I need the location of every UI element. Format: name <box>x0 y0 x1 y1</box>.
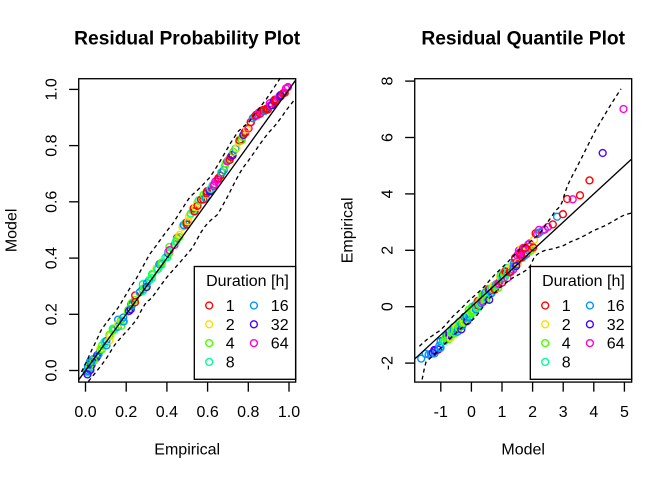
svg-text:Duration [h]: Duration [h] <box>206 273 289 290</box>
svg-text:1: 1 <box>562 298 571 315</box>
svg-text:-2: -2 <box>380 356 397 370</box>
svg-text:0.2: 0.2 <box>44 303 61 325</box>
svg-text:5: 5 <box>620 404 629 421</box>
svg-text:Duration [h]: Duration [h] <box>542 273 625 290</box>
svg-text:64: 64 <box>271 336 289 353</box>
svg-text:Residual Probability Plot: Residual Probability Plot <box>74 29 301 50</box>
svg-text:32: 32 <box>607 317 625 334</box>
svg-text:Empirical: Empirical <box>154 442 220 459</box>
svg-text:0.4: 0.4 <box>44 247 61 269</box>
svg-text:1: 1 <box>226 298 235 315</box>
svg-text:0: 0 <box>380 302 397 311</box>
svg-text:16: 16 <box>271 298 289 315</box>
svg-text:4: 4 <box>562 336 571 353</box>
svg-text:0.0: 0.0 <box>44 359 61 381</box>
svg-text:-1: -1 <box>434 404 448 421</box>
svg-text:8: 8 <box>380 77 397 86</box>
svg-text:0.0: 0.0 <box>74 404 96 421</box>
svg-text:32: 32 <box>271 317 289 334</box>
svg-text:4: 4 <box>226 336 235 353</box>
svg-text:4: 4 <box>380 189 397 198</box>
svg-text:Empirical: Empirical <box>340 198 357 264</box>
svg-text:Model: Model <box>4 209 21 253</box>
svg-text:64: 64 <box>607 336 625 353</box>
svg-text:2: 2 <box>528 404 537 421</box>
svg-text:8: 8 <box>226 355 235 372</box>
svg-text:3: 3 <box>559 404 568 421</box>
svg-text:1.0: 1.0 <box>44 78 61 100</box>
svg-text:2: 2 <box>562 317 571 334</box>
svg-text:0.8: 0.8 <box>237 404 259 421</box>
svg-text:0.6: 0.6 <box>44 191 61 213</box>
svg-text:Residual Quantile Plot: Residual Quantile Plot <box>421 29 625 50</box>
svg-text:0.2: 0.2 <box>115 404 137 421</box>
svg-text:4: 4 <box>589 404 598 421</box>
svg-text:Model: Model <box>501 442 545 459</box>
svg-text:0.6: 0.6 <box>196 404 218 421</box>
svg-text:1.0: 1.0 <box>278 404 300 421</box>
svg-text:2: 2 <box>380 246 397 255</box>
svg-text:6: 6 <box>380 133 397 142</box>
svg-text:8: 8 <box>562 355 571 372</box>
svg-text:0.8: 0.8 <box>44 134 61 156</box>
svg-text:0.4: 0.4 <box>156 404 178 421</box>
svg-text:2: 2 <box>226 317 235 334</box>
svg-text:1: 1 <box>498 404 507 421</box>
svg-text:0: 0 <box>467 404 476 421</box>
svg-text:16: 16 <box>607 298 625 315</box>
